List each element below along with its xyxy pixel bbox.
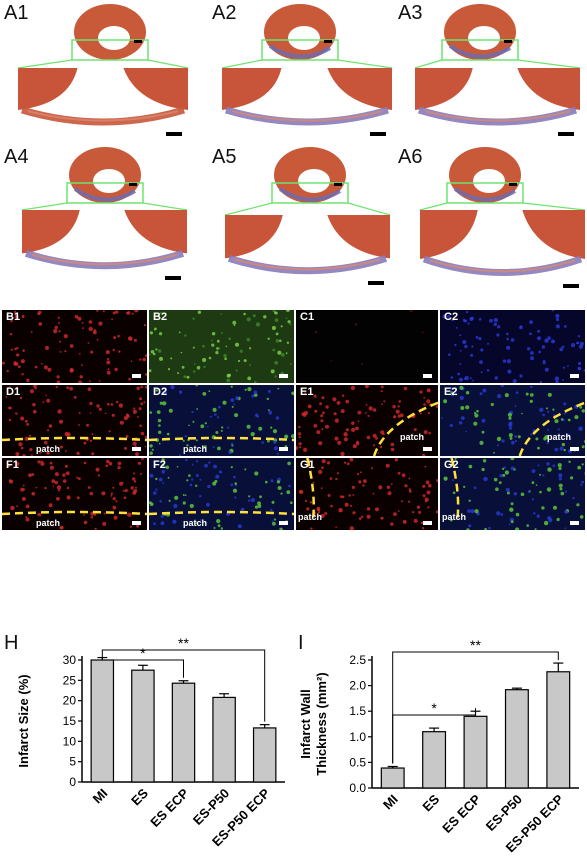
y-tick-label: 2.0 <box>349 679 366 693</box>
significance-bracket <box>101 654 184 678</box>
panel-label-f1: F1 <box>6 459 19 471</box>
scale-bar <box>570 374 579 378</box>
y-tick-label: 1.0 <box>349 730 366 744</box>
panel-label-a1: A1 <box>4 2 29 24</box>
x-tick-label: ES ECP <box>439 791 484 836</box>
patch-label: patch <box>298 512 323 522</box>
panel-label-a3: A3 <box>398 2 423 24</box>
x-tick-label: MI <box>380 792 401 813</box>
panel-label-e1: E1 <box>300 386 314 398</box>
x-tick-label: ES <box>419 791 442 814</box>
panel-label-a4: A4 <box>4 146 29 168</box>
y-tick-label: 0.0 <box>349 781 366 795</box>
scale-bar <box>423 521 432 525</box>
y-axis-label: Infarct Size (%) <box>16 674 31 767</box>
patch-label: patch <box>546 432 571 442</box>
heart-section-a5 <box>224 147 391 285</box>
heart-section-a2 <box>221 4 393 136</box>
micrograph-b2: B2 <box>149 310 294 383</box>
micrograph-g2: patch G2 <box>440 458 585 530</box>
y-tick-label: 1.5 <box>349 704 366 718</box>
scale-bar <box>132 447 141 451</box>
patch-label: patch <box>183 444 208 454</box>
patch-label: patch <box>442 512 467 522</box>
bar <box>131 669 155 783</box>
panel-label-c1: C1 <box>300 311 315 323</box>
scale-bar <box>279 521 288 525</box>
panel-label-e2: E2 <box>444 386 458 398</box>
x-tick-label: ES <box>128 785 151 808</box>
heart-section-a1 <box>17 4 189 136</box>
panel-label-a5: A5 <box>212 146 237 168</box>
heart-section-a4 <box>21 147 188 280</box>
wall-thickness-chart: 0.0 0.5 1.0 1.5 2.0 2.5 Infarct Wall Thickness … <box>298 637 579 855</box>
y-tick-label: 25 <box>63 673 77 687</box>
patch-label: patch <box>36 518 61 528</box>
panel-label-g1: G1 <box>300 459 315 471</box>
patch-label: patch <box>36 444 61 454</box>
scale-bar <box>570 521 579 525</box>
significance-bracket <box>392 651 559 764</box>
scale-bar <box>570 447 579 451</box>
panel-label-a6: A6 <box>398 146 423 168</box>
significance-marker: * <box>140 645 146 661</box>
y-tick-label: 10 <box>63 734 77 748</box>
bar <box>252 727 277 783</box>
micrograph-f2: patch F2 <box>149 458 294 530</box>
panel-label-b1: B1 <box>6 311 21 323</box>
bar <box>422 731 447 789</box>
panel-label-d1: D1 <box>6 386 21 398</box>
significance-marker: ** <box>470 637 481 653</box>
x-tick-label: MI <box>90 786 111 807</box>
y-tick-label: 0.5 <box>349 755 366 769</box>
y-tick-label: 5 <box>69 755 76 769</box>
significance-marker: * <box>431 700 437 716</box>
micrograph-d1: patch D1 <box>2 385 147 456</box>
significance-bracket <box>101 649 266 722</box>
y-axis-label: Thickness (mm²) <box>314 672 329 775</box>
micrograph-d2: patch D2 <box>149 385 294 456</box>
panel-label-b2: B2 <box>153 311 168 323</box>
y-axis-label: Infarct Wall <box>298 689 313 759</box>
y-tick-label: 15 <box>63 714 77 728</box>
y-tick-label: 0 <box>69 775 76 789</box>
patch-label: patch <box>399 432 424 442</box>
bar <box>463 715 488 789</box>
panel-label-f2: F2 <box>153 459 166 471</box>
heart-section-a3 <box>414 4 581 136</box>
significance-marker: ** <box>178 635 189 651</box>
micrograph-c1: C1 <box>296 310 438 383</box>
bar <box>171 682 196 783</box>
micrograph-e1: patch E1 <box>296 385 438 456</box>
scale-bar <box>132 374 141 378</box>
micrograph-b1: B1 <box>2 310 147 383</box>
scale-bar <box>423 447 432 451</box>
bar <box>546 671 571 789</box>
heart-section-a6 <box>419 147 586 288</box>
y-tick-label: 2.5 <box>349 653 366 667</box>
panel-label-h: H <box>4 632 19 654</box>
scale-bar <box>132 521 141 525</box>
scale-bar <box>279 447 288 451</box>
micrograph-c2: C2 <box>440 310 585 383</box>
bar <box>90 659 115 783</box>
x-tick-label: ES ECP <box>147 785 192 830</box>
panel-label-g2: G2 <box>444 459 459 471</box>
micrograph-g1: patch G1 <box>296 458 438 530</box>
bar <box>212 696 236 783</box>
bar <box>380 767 405 789</box>
micrograph-f1: patch F1 <box>2 458 147 530</box>
panel-label-d2: D2 <box>153 386 168 398</box>
bar <box>504 689 529 789</box>
panel-label-c2: C2 <box>444 311 459 323</box>
panel-label-a2: A2 <box>212 2 237 24</box>
scale-bar <box>279 374 288 378</box>
panel-label-i: I <box>298 632 304 654</box>
micrograph-e2: patch E2 <box>440 385 585 456</box>
y-tick-label: 20 <box>63 694 77 708</box>
y-tick-label: 30 <box>63 653 77 667</box>
scale-bar <box>423 374 432 378</box>
patch-label: patch <box>183 518 208 528</box>
